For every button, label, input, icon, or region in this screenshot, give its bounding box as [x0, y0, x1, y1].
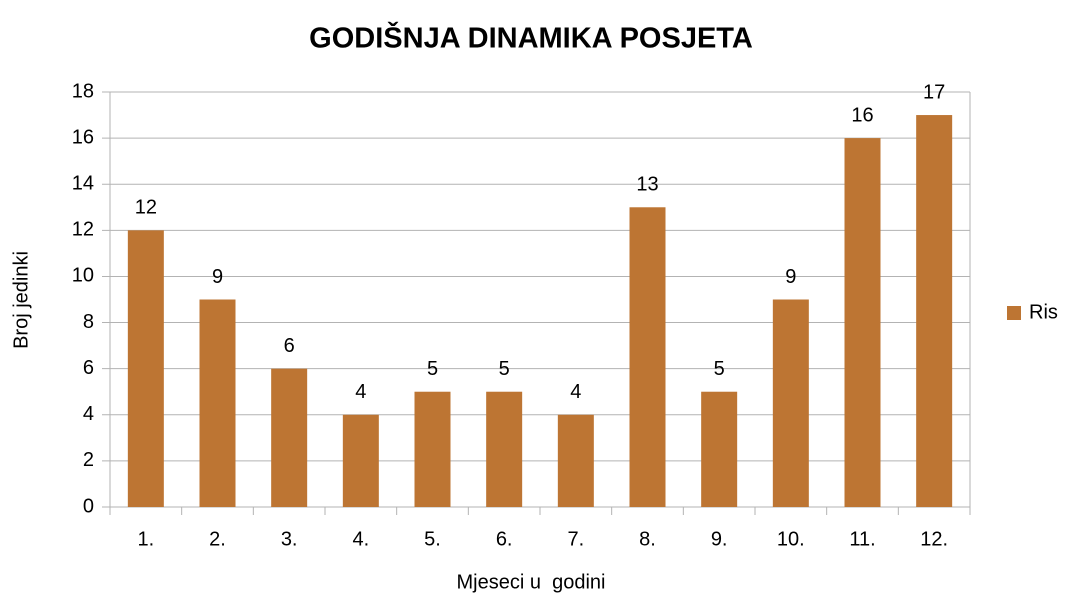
bar: [342, 414, 379, 507]
x-tick-label: 12.: [920, 528, 948, 550]
y-tick-label: 4: [83, 403, 94, 425]
y-tick-label: 14: [72, 173, 94, 195]
y-tick-label: 2: [83, 449, 94, 471]
legend-label: Ris: [1029, 301, 1058, 323]
y-tick-label: 10: [72, 265, 94, 287]
x-tick-label: 5.: [424, 528, 441, 550]
bar: [127, 230, 164, 508]
x-tick-label: 10.: [777, 528, 805, 550]
x-tick-label: 3.: [281, 528, 298, 550]
data-label: 17: [923, 81, 945, 103]
y-tick-label: 12: [72, 219, 94, 241]
bar: [199, 299, 236, 507]
data-label: 4: [355, 381, 366, 403]
y-tick-label: 16: [72, 126, 94, 148]
data-label: 9: [785, 266, 796, 288]
data-label: 13: [636, 174, 658, 196]
data-label: 5: [714, 358, 725, 380]
chart-title: GODIŠNJA DINAMIKA POSJETA: [309, 21, 753, 55]
bar: [844, 138, 881, 507]
x-tick-label: 2.: [209, 528, 226, 550]
bar: [701, 391, 738, 507]
data-label: 6: [284, 335, 295, 357]
bar: [271, 368, 308, 507]
bar: [414, 391, 451, 507]
bar: [486, 391, 523, 507]
bar: [772, 299, 809, 507]
data-label: 9: [212, 266, 223, 288]
data-label: 4: [570, 381, 581, 403]
x-axis-label: Mjeseci u godini: [457, 571, 606, 593]
y-tick-label: 6: [83, 357, 94, 379]
data-label: 5: [499, 358, 510, 380]
data-label: 16: [851, 104, 873, 126]
x-tick-label: 8.: [639, 528, 656, 550]
y-axis-label: Broj jedinki: [10, 251, 32, 349]
bar: [557, 414, 594, 507]
y-tick-label: 18: [72, 80, 94, 102]
y-tick-label: 8: [83, 311, 94, 333]
x-tick-label: 11.: [849, 528, 875, 550]
bar: [629, 207, 666, 507]
data-label: 12: [135, 197, 157, 219]
x-tick-label: 4.: [352, 528, 369, 550]
x-tick-label: 1.: [137, 528, 154, 550]
legend-swatch: [1007, 306, 1021, 320]
bar: [916, 115, 953, 508]
x-tick-label: 9.: [711, 528, 728, 550]
x-tick-label: 7.: [567, 528, 584, 550]
x-tick-label: 6.: [496, 528, 513, 550]
y-tick-label: 0: [83, 495, 94, 517]
data-label: 5: [427, 358, 438, 380]
